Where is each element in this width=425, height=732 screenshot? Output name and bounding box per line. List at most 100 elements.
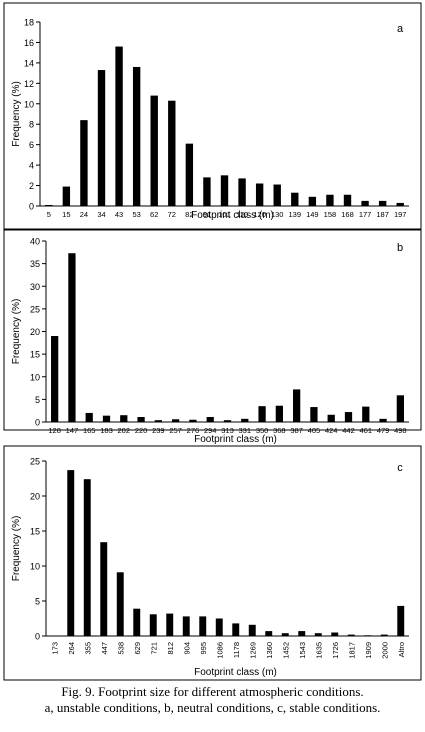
y-tick-label: 8 bbox=[29, 120, 34, 130]
x-tick-label: 1178 bbox=[232, 642, 241, 658]
bar bbox=[310, 407, 318, 422]
bar bbox=[168, 100, 176, 206]
x-tick-label: 128 bbox=[48, 426, 61, 435]
bar bbox=[206, 417, 214, 422]
y-tick-label: 12 bbox=[24, 79, 34, 89]
x-tick-label: 721 bbox=[149, 642, 158, 655]
x-tick-label: 995 bbox=[199, 642, 208, 655]
x-tick-label: 1817 bbox=[347, 642, 356, 659]
x-tick-label: 165 bbox=[83, 426, 96, 435]
bar bbox=[364, 635, 372, 636]
bar bbox=[362, 406, 370, 422]
bar bbox=[380, 634, 388, 636]
bar bbox=[331, 632, 339, 636]
bar bbox=[68, 253, 76, 422]
x-tick-label: 220 bbox=[135, 426, 148, 435]
y-tick-label: 5 bbox=[35, 597, 40, 607]
bar bbox=[189, 419, 197, 422]
caption-line-1: Fig. 9. Footprint size for different atm… bbox=[61, 684, 364, 699]
x-tick-label: 147 bbox=[66, 426, 79, 435]
bar bbox=[265, 631, 273, 636]
panel-label: b bbox=[397, 242, 403, 254]
panel-frame bbox=[3, 2, 422, 230]
bar bbox=[273, 184, 281, 206]
y-tick-label: 40 bbox=[30, 237, 40, 247]
x-tick-label: 139 bbox=[289, 210, 302, 219]
y-tick-label: 35 bbox=[30, 259, 40, 269]
bar bbox=[215, 618, 223, 636]
bar bbox=[241, 418, 249, 422]
bar bbox=[281, 633, 289, 636]
bar bbox=[396, 395, 404, 422]
bar bbox=[115, 46, 123, 207]
caption-line-2: a, unstable conditions, b, neutral condi… bbox=[44, 700, 381, 715]
y-tick-label: 6 bbox=[29, 140, 34, 150]
bar bbox=[132, 66, 141, 206]
x-axis-label: Footprint class (m) bbox=[194, 667, 277, 678]
x-tick-label: 368 bbox=[273, 426, 286, 435]
bar bbox=[102, 415, 111, 422]
y-tick-label: 16 bbox=[24, 38, 34, 48]
x-tick-label: 130 bbox=[271, 210, 284, 219]
bar bbox=[120, 415, 128, 422]
bar bbox=[327, 414, 335, 422]
x-tick-label: Altro bbox=[397, 642, 406, 657]
bar bbox=[248, 624, 256, 636]
bar bbox=[220, 175, 229, 206]
x-tick-label: 424 bbox=[325, 426, 338, 435]
bar bbox=[137, 417, 145, 422]
bar bbox=[293, 389, 301, 422]
bar bbox=[238, 178, 246, 206]
bar bbox=[343, 194, 352, 206]
y-axis-label: Frequency (%) bbox=[11, 516, 22, 582]
x-tick-label: 257 bbox=[169, 426, 182, 435]
x-axis-label: Footprint class (m) bbox=[191, 210, 274, 221]
bar bbox=[133, 608, 141, 636]
x-tick-label: 24 bbox=[80, 210, 88, 219]
x-tick-label: 239 bbox=[152, 426, 165, 435]
figure-caption: Fig. 9. Footprint size for different atm… bbox=[0, 684, 425, 716]
x-tick-label: 479 bbox=[377, 426, 390, 435]
x-tick-label: 173 bbox=[50, 642, 59, 655]
x-tick-label: 812 bbox=[166, 642, 175, 655]
x-tick-label: 442 bbox=[342, 426, 355, 435]
x-tick-label: 43 bbox=[115, 210, 123, 219]
x-tick-label: 461 bbox=[360, 426, 373, 435]
x-tick-label: 1543 bbox=[298, 642, 307, 659]
x-tick-label: 202 bbox=[118, 426, 131, 435]
x-tick-label: 405 bbox=[308, 426, 321, 435]
y-tick-label: 4 bbox=[29, 161, 34, 171]
y-tick-label: 5 bbox=[35, 395, 40, 405]
bar bbox=[396, 202, 404, 206]
bar bbox=[83, 479, 91, 636]
x-tick-label: 15 bbox=[62, 210, 70, 219]
bar bbox=[203, 177, 211, 206]
y-tick-label: 18 bbox=[24, 18, 34, 28]
bar bbox=[223, 420, 232, 422]
bar bbox=[67, 470, 75, 636]
chart-panel-b: 0 5 10 15 20 25 30 35 40 Frequency (%) 128 147 165 18… bbox=[3, 229, 422, 445]
y-tick-label: 15 bbox=[30, 350, 40, 360]
x-tick-label: 110 bbox=[236, 210, 248, 219]
y-axis-label: Frequency (%) bbox=[11, 299, 22, 365]
bar bbox=[182, 616, 190, 636]
y-tick-label: 0 bbox=[35, 632, 40, 642]
panel-label: c bbox=[397, 462, 403, 474]
x-tick-label: 538 bbox=[116, 642, 125, 655]
x-tick-label: 120 bbox=[253, 210, 266, 219]
x-tick-label: 158 bbox=[324, 210, 337, 219]
x-tick-label: 82 bbox=[185, 210, 193, 219]
bar bbox=[149, 614, 157, 636]
bar bbox=[62, 186, 71, 206]
y-tick-label: 10 bbox=[30, 562, 40, 572]
y-axis-label: Frequency (%) bbox=[11, 81, 22, 147]
bar bbox=[258, 406, 266, 422]
y-tick-label: 0 bbox=[29, 202, 34, 212]
x-tick-label: 629 bbox=[133, 642, 142, 655]
panel-frame bbox=[3, 229, 422, 431]
x-tick-label: 1360 bbox=[265, 642, 274, 659]
panel-frame bbox=[3, 445, 422, 681]
bar bbox=[45, 204, 53, 206]
x-tick-label: 149 bbox=[306, 210, 319, 219]
